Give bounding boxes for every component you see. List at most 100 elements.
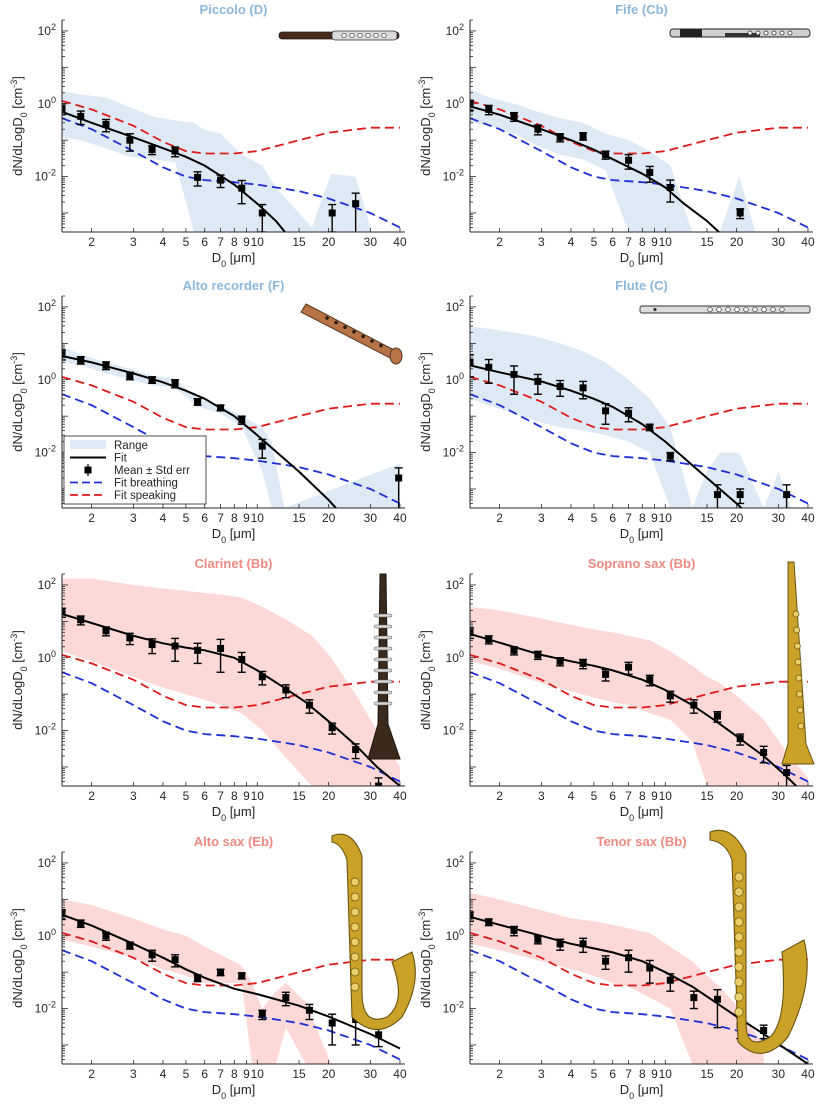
- mean-marker: [760, 748, 768, 756]
- range-band: [470, 606, 808, 786]
- x-tick-label: 2: [88, 789, 95, 803]
- mean-marker: [194, 974, 202, 982]
- mean-marker: [352, 200, 360, 208]
- recorder-icon: [300, 303, 403, 365]
- x-axis-label: D0 [μm]: [620, 804, 664, 823]
- x-tick-label: 9: [651, 235, 658, 249]
- x-tick-label: 3: [130, 1067, 137, 1081]
- data-point: [237, 972, 246, 980]
- x-tick-label: 10: [659, 511, 673, 525]
- data-point: [533, 124, 542, 136]
- y-tick-label: 102: [446, 22, 464, 38]
- x-tick-label: 4: [568, 511, 575, 525]
- data-point: [645, 165, 654, 183]
- x-tick-label: 4: [160, 511, 167, 525]
- mean-marker: [238, 416, 246, 424]
- panel-title: Clarinet (Bb): [195, 556, 273, 571]
- x-tick-label: 30: [772, 511, 786, 525]
- y-tick-label: 100: [446, 371, 464, 387]
- mean-marker: [666, 976, 674, 984]
- plot-area: [62, 346, 403, 508]
- mean-marker: [783, 491, 791, 499]
- fit-line: [62, 913, 401, 1050]
- mean-marker: [713, 995, 721, 1003]
- data-point: [351, 192, 360, 232]
- mean-marker: [328, 1019, 336, 1027]
- fife-icon: [669, 28, 811, 38]
- fit-breathing-line: [470, 671, 809, 783]
- range-band: [62, 578, 400, 786]
- fit-breathing-line: [470, 949, 809, 1061]
- mean-marker: [602, 670, 610, 678]
- legend-marker-swatch: [84, 466, 92, 474]
- y-axis-label: dN/dLogD0 [cm-3]: [417, 352, 437, 452]
- x-tick-label: 2: [88, 511, 95, 525]
- x-tick-label: 7: [625, 235, 632, 249]
- x-tick-label: 20: [322, 1067, 336, 1081]
- mean-marker: [238, 972, 246, 980]
- fit-line: [470, 633, 798, 786]
- mean-marker: [556, 940, 564, 948]
- mean-marker: [556, 657, 564, 665]
- data-point: [579, 132, 588, 141]
- y-axis-label: dN/dLogD0 [cm-3]: [9, 352, 29, 452]
- data-point: [484, 358, 493, 384]
- panel-piccolo-d: 2 3 4 5 6 7 8 9 10 15 20 30 40 102 100 10-2 D0 [μm] dN/dL…: [9, 2, 407, 269]
- x-tick-label: 8: [639, 511, 646, 525]
- mean-marker: [102, 120, 110, 128]
- plot-area: [470, 892, 809, 1064]
- x-tick-label: 10: [251, 511, 265, 525]
- fit-line: [470, 364, 743, 508]
- panel-tenor-sax-bb: 2 3 4 5 6 7 8 9 10 15 20 30 40 102 100 10-2 D0 [μm] dN/dL…: [417, 829, 815, 1101]
- flute-icon: [639, 305, 811, 314]
- x-axis-label: D0 [μm]: [620, 1082, 664, 1101]
- soprano-sax-icon: [781, 561, 815, 765]
- plot-area: [470, 606, 809, 786]
- mean-marker: [783, 769, 791, 777]
- y-tick-label: 10-2: [443, 444, 464, 460]
- mean-marker: [62, 608, 66, 616]
- fit-breathing-line: [62, 949, 401, 1061]
- x-tick-label: 4: [160, 235, 167, 249]
- mean-marker: [736, 209, 744, 217]
- x-tick-label: 5: [591, 789, 598, 803]
- data-point: [394, 467, 403, 508]
- x-tick-label: 8: [639, 1067, 646, 1081]
- mean-marker: [126, 372, 134, 380]
- x-tick-label: 4: [160, 1067, 167, 1081]
- mean-marker: [534, 125, 542, 133]
- legend-label-fit: Fit: [114, 453, 128, 465]
- x-tick-label: 40: [393, 1067, 407, 1081]
- mean-marker: [646, 168, 654, 176]
- mean-marker: [258, 1010, 266, 1018]
- mean-marker: [148, 951, 156, 959]
- x-tick-label: 8: [231, 1067, 238, 1081]
- x-tick-label: 4: [160, 789, 167, 803]
- y-tick-label: 102: [38, 576, 56, 592]
- panel-title: Soprano sax (Bb): [588, 556, 696, 571]
- mean-marker: [646, 423, 654, 431]
- mean-marker: [602, 407, 610, 415]
- x-tick-label: 9: [243, 789, 250, 803]
- x-tick-label: 2: [88, 1067, 95, 1081]
- x-tick-label: 5: [183, 511, 190, 525]
- y-tick-label: 10-2: [35, 722, 56, 738]
- x-tick-label: 15: [292, 789, 306, 803]
- mean-marker: [217, 968, 225, 976]
- x-tick-label: 9: [651, 1067, 658, 1081]
- x-tick-label: 5: [591, 511, 598, 525]
- y-axis-label: dN/dLogD0 [cm-3]: [9, 630, 29, 730]
- data-point: [759, 1024, 768, 1040]
- x-tick-label: 6: [609, 789, 616, 803]
- mean-marker: [77, 919, 85, 927]
- x-tick-label: 6: [609, 1067, 616, 1081]
- x-tick-label: 6: [201, 1067, 208, 1081]
- x-tick-label: 9: [243, 1067, 250, 1081]
- y-tick-label: 102: [446, 298, 464, 314]
- x-tick-label: 6: [201, 235, 208, 249]
- x-tick-label: 3: [538, 1067, 545, 1081]
- mean-marker: [148, 146, 156, 154]
- mean-marker: [625, 156, 633, 164]
